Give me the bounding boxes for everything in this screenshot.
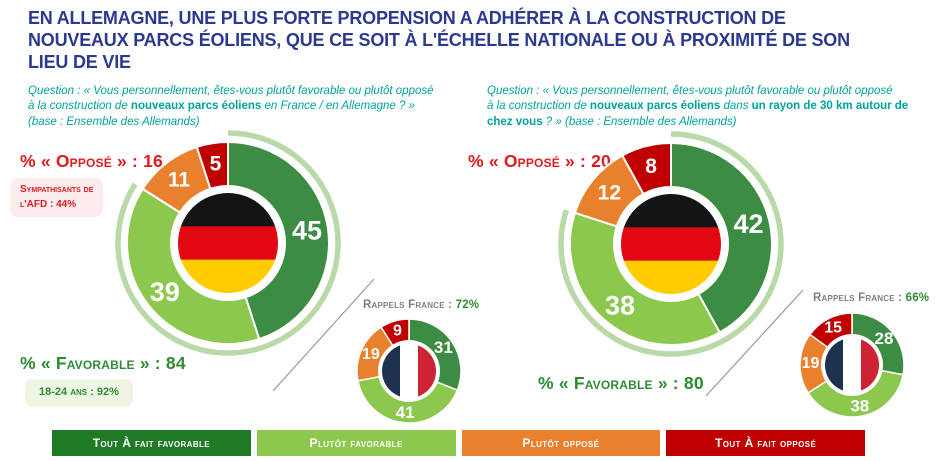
donut-value-label: 38 (850, 396, 869, 415)
donut-chart-germany-national: 45 39 11 5 (115, 130, 341, 356)
rappel-prefix-right: Rappels France : (813, 292, 906, 304)
rappel-prefix-left: Rappels France : (363, 299, 456, 311)
donut-value-label: 12 (598, 182, 621, 205)
legend-item-4: Tout À fait opposé (666, 430, 865, 456)
france-flag-icon (825, 338, 879, 392)
legend: Tout À fait favorable Plutôt favorable Plu… (52, 430, 865, 456)
oppose-stat-left: % « Opposé » : 16 (20, 151, 163, 171)
page-title: EN ALLEMAGNE, UNE PLUS FORTE PROPENSION … (28, 8, 850, 72)
germany-flag-icon (621, 194, 721, 294)
donut-value-label: 15 (824, 320, 842, 337)
donut-value-label: 38 (605, 291, 635, 321)
donut-value-label: 5 (210, 152, 222, 175)
donut-value-label: 11 (168, 168, 191, 191)
question-left: Question : « Vous personnellement, êtes-… (28, 84, 478, 130)
donut-value-label: 8 (645, 155, 657, 178)
donut-value-label: 9 (393, 323, 402, 340)
donut-value-label: 42 (733, 209, 763, 239)
question-text: ? » (base : Ensemble des Allemands) (542, 115, 737, 128)
donut-chart-france-30km: 28 38 19 15 (799, 312, 905, 418)
question-right: Question : « Vous personnellement, êtes-… (487, 84, 939, 130)
donut-value-label: 31 (434, 338, 453, 357)
question-text: en France / en Allemagne ? » (base : Ens… (28, 100, 415, 128)
donut-value-label: 41 (396, 403, 415, 422)
oppose-stat-right: % « Opposé » : 20 (468, 151, 611, 171)
question-text: Question : « Vous personnellement, êtes-… (487, 85, 893, 113)
donut-value-label: 19 (802, 355, 820, 372)
question-emphasis: nouveaux parcs éoliens (130, 100, 262, 113)
afd-note-box: Sympathisants de l'AFD : 44% (10, 178, 104, 217)
legend-item-1: Tout À fait favorable (52, 430, 251, 456)
age-note-box: 18-24 ans : 92% (25, 379, 133, 407)
donut-value-label: 19 (362, 346, 380, 363)
rappel-france-label-left: Rappels France : 72% (363, 299, 479, 311)
donut-chart-france-national: 31 41 19 9 (356, 318, 462, 424)
donut-value-label: 39 (150, 277, 180, 307)
favorable-stat-left: % « Favorable » : 84 (20, 353, 186, 373)
donut-chart-germany-30km: 42 38 12 8 (558, 131, 784, 357)
france-flag-icon (382, 344, 436, 398)
question-emphasis: nouveaux parcs éoliens (589, 100, 721, 113)
legend-item-3: Plutôt opposé (461, 430, 661, 456)
germany-flag-icon (178, 193, 278, 293)
rappel-france-label-right: Rappels France : 66% (813, 292, 929, 304)
question-text: dans (720, 100, 752, 113)
question-text: Question : « Vous personnellement, êtes-… (28, 85, 434, 113)
rappel-value-left: 72% (455, 299, 480, 311)
donut-value-label: 28 (875, 329, 894, 348)
rappel-value-right: 66% (905, 292, 930, 304)
favorable-stat-right: % « Favorable » : 80 (538, 373, 704, 393)
legend-item-2: Plutôt favorable (256, 430, 456, 456)
donut-value-label: 45 (292, 215, 322, 245)
question-emphasis: un rayon de 30 km autour de chez vous (487, 100, 909, 128)
